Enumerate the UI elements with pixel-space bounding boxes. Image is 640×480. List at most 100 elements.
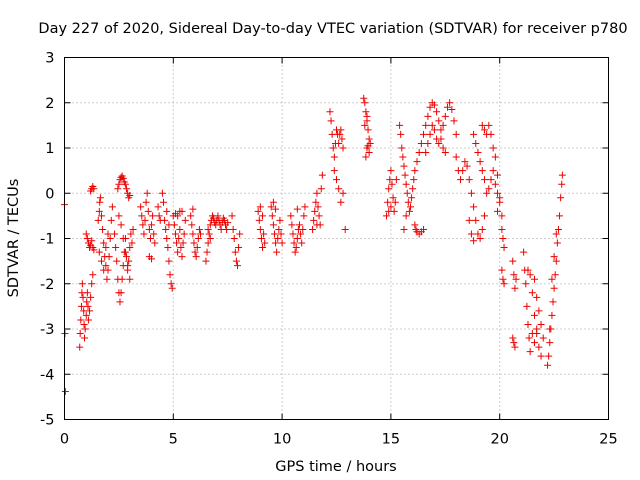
y-axis-label: SDTVAR / TECUs: [6, 179, 22, 298]
data-point: [335, 139, 343, 147]
data-point: [552, 230, 560, 238]
data-point: [549, 298, 557, 306]
data-point: [259, 212, 267, 220]
data-point: [489, 144, 497, 152]
data-point: [539, 334, 547, 342]
data-point: [228, 212, 236, 220]
data-point: [553, 239, 561, 247]
data-point: [127, 230, 135, 238]
data-point: [269, 221, 277, 229]
data-point: [290, 239, 298, 247]
data-point: [297, 230, 305, 238]
data-point: [88, 237, 96, 245]
data-point: [235, 244, 243, 252]
data-point: [535, 307, 543, 315]
data-point: [433, 108, 441, 116]
data-point: [88, 280, 96, 288]
data-point: [362, 153, 370, 161]
data-point: [550, 253, 558, 261]
data-point: [470, 130, 478, 138]
data-point: [426, 130, 434, 138]
data-point: [422, 121, 430, 129]
data-point: [531, 339, 539, 347]
data-point: [84, 316, 92, 324]
data-point: [537, 320, 545, 328]
data-point: [467, 189, 475, 197]
data-point: [498, 212, 506, 220]
data-point: [293, 205, 301, 213]
data-point: [528, 289, 536, 297]
data-point: [406, 203, 414, 211]
data-point: [511, 343, 519, 351]
x-tick-label: 15: [382, 432, 400, 448]
data-point: [480, 176, 488, 184]
data-point: [525, 334, 533, 342]
data-point: [512, 275, 520, 283]
data-point: [77, 302, 85, 310]
data-point: [548, 311, 556, 319]
data-point: [123, 185, 131, 193]
data-point: [155, 212, 163, 220]
data-point: [546, 339, 554, 347]
data-point: [224, 219, 232, 227]
data-point: [526, 271, 534, 279]
data-point: [396, 121, 404, 129]
data-point: [315, 212, 323, 220]
data-point: [214, 212, 222, 220]
data-point: [128, 239, 136, 247]
data-point: [138, 212, 146, 220]
data-point: [400, 162, 408, 170]
data-point: [437, 135, 445, 143]
data-point: [558, 180, 566, 188]
data-point: [166, 271, 174, 279]
data-point: [509, 334, 517, 342]
data-point: [117, 221, 125, 229]
data-point: [102, 244, 110, 252]
data-point: [499, 235, 507, 242]
data-point: [402, 180, 410, 188]
data-point: [197, 230, 204, 238]
data-point: [146, 235, 154, 242]
data-point: [194, 235, 202, 242]
data-point: [179, 239, 187, 247]
data-point: [300, 212, 308, 220]
data-point: [551, 271, 559, 279]
data-point: [312, 198, 320, 206]
data-point: [524, 266, 532, 274]
data-point: [439, 144, 447, 152]
data-point: [118, 275, 126, 283]
data-point: [309, 225, 317, 233]
data-point: [459, 167, 467, 175]
data-point: [405, 207, 413, 215]
data-point: [187, 212, 195, 220]
data-point: [363, 112, 371, 120]
data-point: [231, 248, 239, 256]
data-point: [115, 212, 123, 220]
data-point: [452, 130, 460, 138]
data-point: [487, 130, 495, 138]
data-point: [149, 212, 157, 220]
data-point: [268, 212, 276, 220]
chart-title: Day 227 of 2020, Sidereal Day-to-day VTE…: [38, 21, 627, 37]
data-point: [313, 221, 321, 229]
data-point: [339, 144, 347, 152]
data-point: [558, 171, 566, 179]
data-point: [494, 207, 502, 215]
data-point: [106, 235, 114, 242]
data-point: [498, 225, 506, 233]
data-point: [472, 139, 480, 147]
data-point: [82, 311, 90, 319]
data-point: [117, 289, 125, 297]
data-point: [293, 235, 301, 242]
data-point: [141, 216, 149, 224]
data-point: [522, 280, 530, 288]
data-point: [232, 257, 240, 265]
data-point: [510, 271, 518, 279]
data-point: [256, 225, 264, 233]
data-point: [531, 311, 539, 319]
data-point: [389, 194, 397, 202]
data-point: [173, 239, 181, 247]
data-point: [301, 203, 309, 211]
data-point: [276, 216, 284, 224]
data-point: [399, 153, 407, 161]
